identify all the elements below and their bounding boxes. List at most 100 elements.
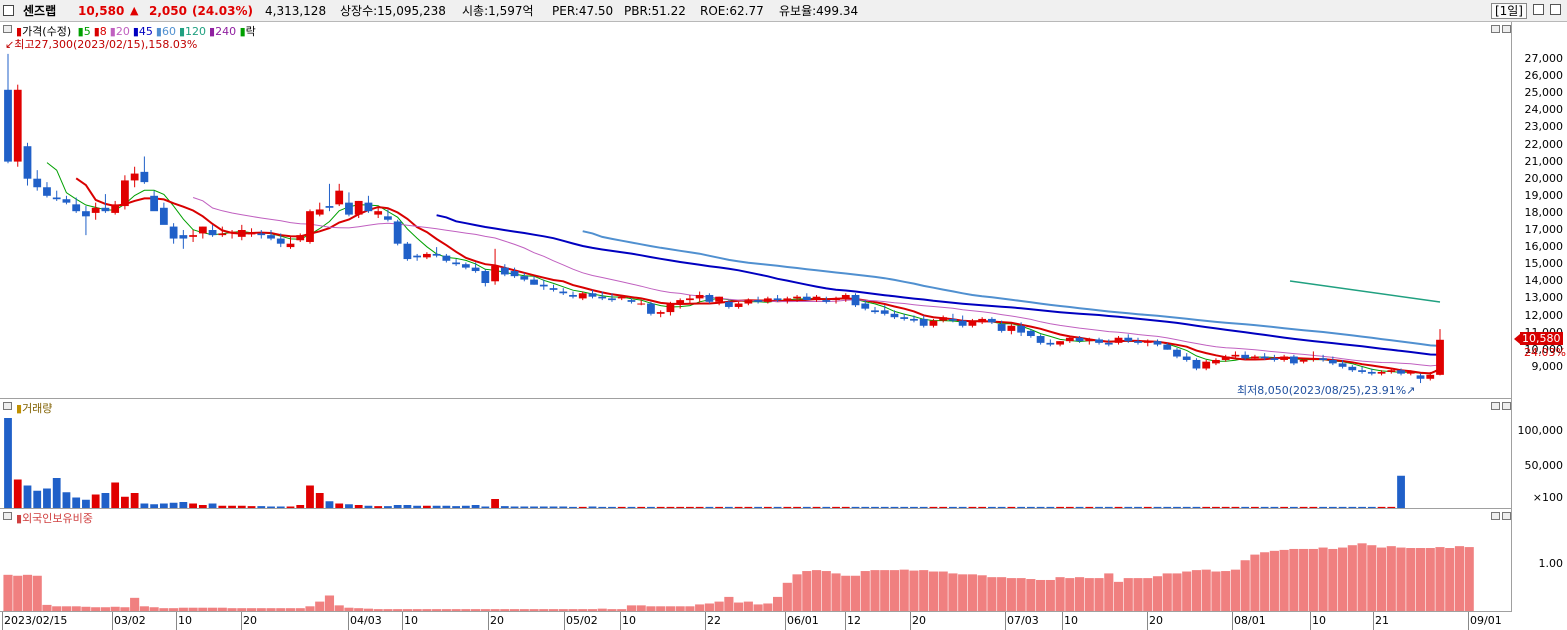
restore-window-icon[interactable] bbox=[1533, 4, 1544, 15]
candle-body bbox=[442, 255, 451, 261]
time-axis-tick bbox=[785, 612, 786, 630]
legend-ma-8[interactable]: 8 bbox=[99, 25, 107, 38]
foreign-bar bbox=[256, 608, 266, 611]
volume-menu-icon[interactable] bbox=[3, 402, 12, 410]
foreign-bar bbox=[422, 609, 432, 611]
candle-body bbox=[1328, 359, 1337, 364]
foreign-menu-icon[interactable] bbox=[3, 512, 12, 520]
foreign-bar bbox=[1250, 554, 1260, 611]
volume-bar bbox=[744, 506, 753, 508]
volume-axis-50k: 50,000 bbox=[1524, 459, 1564, 472]
volume-bar bbox=[296, 505, 305, 508]
volume-bar bbox=[228, 505, 236, 508]
foreign-bar bbox=[919, 570, 929, 611]
volume-bar bbox=[101, 493, 110, 508]
legend-drop-marker: ▮ bbox=[239, 25, 246, 38]
foreign-close-icon[interactable] bbox=[1502, 512, 1511, 520]
foreign-bar bbox=[909, 570, 919, 611]
volume-close-icon[interactable] bbox=[1502, 402, 1511, 410]
price-axis-label: 23,000 bbox=[1524, 120, 1564, 134]
foreign-bar bbox=[724, 596, 734, 611]
legend-ma-45[interactable]: 45 bbox=[138, 25, 153, 38]
candle-body bbox=[802, 296, 811, 301]
foreign-bar bbox=[305, 606, 315, 611]
candle-body bbox=[1241, 354, 1250, 359]
candle-body bbox=[384, 216, 392, 220]
candle-body bbox=[140, 171, 149, 183]
candle-body bbox=[1104, 342, 1113, 345]
foreign-bar bbox=[977, 575, 987, 611]
candle-body bbox=[1309, 358, 1318, 360]
period-selector[interactable]: [1일] bbox=[1490, 3, 1527, 19]
panel-menu-icon[interactable] bbox=[3, 25, 12, 33]
foreign-bar bbox=[91, 607, 101, 611]
foreign-bar bbox=[1464, 547, 1474, 611]
candle-body bbox=[179, 235, 188, 239]
stock-name[interactable]: 센즈랩 bbox=[23, 4, 57, 18]
volume-bar bbox=[1163, 506, 1172, 508]
foreign-label[interactable]: 외국인보유비중 bbox=[22, 512, 93, 525]
legend-ma-120[interactable]: 120 bbox=[185, 25, 207, 38]
ma-line-60 bbox=[582, 230, 1441, 347]
time-axis-tick bbox=[488, 612, 489, 630]
volume-bar bbox=[345, 504, 353, 508]
candle-body bbox=[452, 262, 461, 265]
volume-bar bbox=[1075, 506, 1084, 508]
legend-ma-marker: ▮ bbox=[109, 25, 116, 38]
candle-body bbox=[559, 291, 568, 294]
volume-bar bbox=[267, 506, 275, 508]
close-window-icon[interactable] bbox=[1550, 4, 1561, 15]
volume-bar bbox=[306, 485, 314, 508]
price-chart-panel[interactable] bbox=[0, 22, 1512, 399]
legend-ma-5[interactable]: 5 bbox=[83, 25, 91, 38]
volume-bar bbox=[1202, 506, 1211, 508]
price-axis-label: 14,000 bbox=[1524, 274, 1564, 288]
volume-bar bbox=[257, 506, 266, 508]
volume-label[interactable]: 거래량 bbox=[22, 402, 53, 415]
time-axis-tick bbox=[564, 612, 565, 630]
candle-body bbox=[1173, 349, 1181, 357]
volume-bar bbox=[1134, 506, 1142, 508]
foreign-bar bbox=[344, 607, 354, 611]
legend-ma-240[interactable]: 240 bbox=[215, 25, 237, 38]
legend-ma-60[interactable]: 60 bbox=[161, 25, 176, 38]
candle-body bbox=[189, 235, 197, 237]
volume-bar bbox=[1319, 506, 1327, 508]
candle-body bbox=[1085, 339, 1094, 342]
foreign-bar bbox=[81, 606, 91, 611]
time-axis-label: 10 bbox=[1064, 614, 1078, 627]
legend-drop[interactable]: 락 bbox=[245, 25, 256, 38]
volume-panel[interactable] bbox=[0, 399, 1512, 509]
volume-bar bbox=[1221, 506, 1230, 508]
foreign-bar bbox=[1308, 548, 1318, 611]
volume-bar bbox=[218, 505, 227, 508]
foreign-bar bbox=[1396, 547, 1406, 611]
volume-bar bbox=[471, 505, 480, 508]
legend-ma-20[interactable]: 20 bbox=[115, 25, 130, 38]
foreign-max-icon[interactable] bbox=[1491, 512, 1500, 520]
foreign-ownership-panel[interactable] bbox=[0, 509, 1512, 612]
foreign-bar bbox=[1406, 548, 1416, 611]
candle-body bbox=[695, 294, 704, 299]
volume-bar bbox=[1309, 506, 1318, 508]
select-checkbox[interactable] bbox=[3, 5, 14, 16]
volume-bar bbox=[1377, 506, 1386, 508]
volume-bar bbox=[198, 505, 207, 508]
volume-bar bbox=[13, 479, 22, 508]
legend-price[interactable]: 가격(수정) bbox=[22, 25, 72, 38]
foreign-bar bbox=[509, 609, 520, 611]
foreign-bar bbox=[1123, 578, 1133, 611]
volume-bar bbox=[637, 506, 646, 508]
panel-close-icon[interactable] bbox=[1502, 25, 1511, 33]
foreign-bar bbox=[539, 609, 549, 611]
foreign-bar bbox=[782, 582, 792, 611]
candle-body bbox=[237, 230, 246, 237]
foreign-bar bbox=[958, 574, 968, 611]
panel-max-icon[interactable] bbox=[1491, 25, 1500, 33]
candle-body bbox=[647, 303, 655, 314]
candle-body bbox=[4, 89, 12, 162]
foreign-bar bbox=[617, 609, 627, 611]
foreign-bar bbox=[1230, 569, 1240, 611]
volume-bar bbox=[403, 505, 412, 508]
volume-max-icon[interactable] bbox=[1491, 402, 1500, 410]
